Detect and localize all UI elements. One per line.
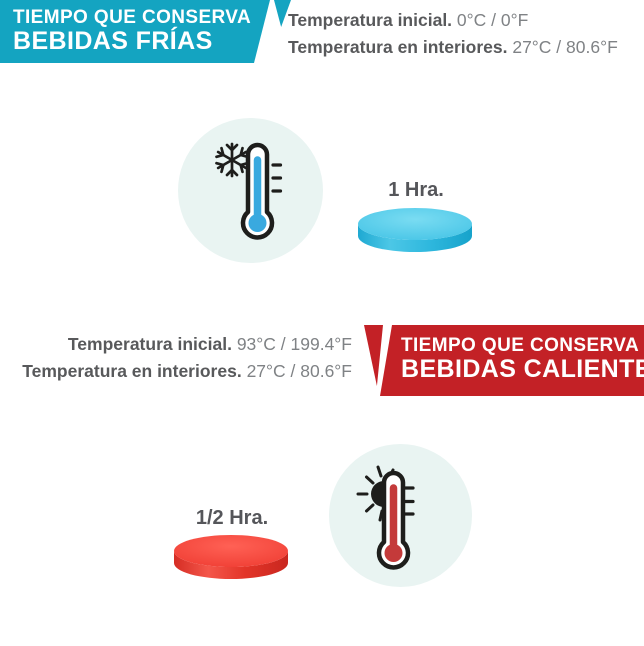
info-cold-initial-label: Temperatura inicial.	[288, 10, 453, 30]
snowflake-glyph	[215, 142, 249, 178]
banner-cold-line2: BEBIDAS FRÍAS	[13, 27, 213, 55]
sun-half-disc	[371, 481, 384, 507]
info-cold-indoor-label: Temperatura en interiores.	[288, 37, 508, 57]
info-cold-initial: Temperatura inicial. 0°C / 0°F	[288, 7, 618, 34]
duration-hot-label: 1/2 Hra.	[195, 507, 269, 529]
info-cold-indoor: Temperatura en interiores. 27°C / 80.6°F	[288, 34, 618, 61]
info-cold-initial-value: 0°C / 0°F	[456, 10, 529, 30]
thermometer-ticks	[403, 486, 415, 516]
banner-hot-line1: TIEMPO QUE CONSERVA	[401, 335, 640, 356]
cold-time-disc	[358, 208, 472, 252]
sun-thermometer-icon	[329, 444, 472, 587]
info-hot-indoor-value: 27°C / 80.6°F	[246, 361, 352, 381]
info-hot-initial: Temperatura inicial. 93°C / 199.4°F	[0, 331, 352, 358]
hot-time-disc	[174, 535, 288, 579]
info-hot-temperatures: Temperatura inicial. 93°C / 199.4°F Temp…	[0, 331, 352, 385]
banner-hot-accent-triangle	[364, 325, 383, 386]
info-hot-initial-label: Temperatura inicial.	[67, 334, 232, 354]
banner-cold-line1: TIEMPO QUE CONSERVA	[13, 7, 252, 28]
thermometer-ticks	[271, 163, 283, 193]
duration-cold-label: 1 Hra.	[388, 179, 444, 201]
info-hot-initial-value: 93°C / 199.4°F	[236, 334, 352, 354]
banner-cold-drinks: TIEMPO QUE CONSERVA BEBIDAS FRÍAS	[0, 0, 270, 63]
banner-hot-line2: BEBIDAS CALIENTES	[401, 355, 644, 383]
info-cold-indoor-value: 27°C / 80.6°F	[512, 37, 618, 57]
info-hot-indoor: Temperatura en interiores. 27°C / 80.6°F	[0, 358, 352, 385]
banner-hot-drinks: TIEMPO QUE CONSERVA BEBIDAS CALIENTES	[380, 325, 644, 396]
info-cold-temperatures: Temperatura inicial. 0°C / 0°F Temperatu…	[288, 7, 618, 61]
info-hot-indoor-label: Temperatura en interiores.	[22, 361, 242, 381]
snowflake-thermometer-icon	[178, 118, 323, 263]
